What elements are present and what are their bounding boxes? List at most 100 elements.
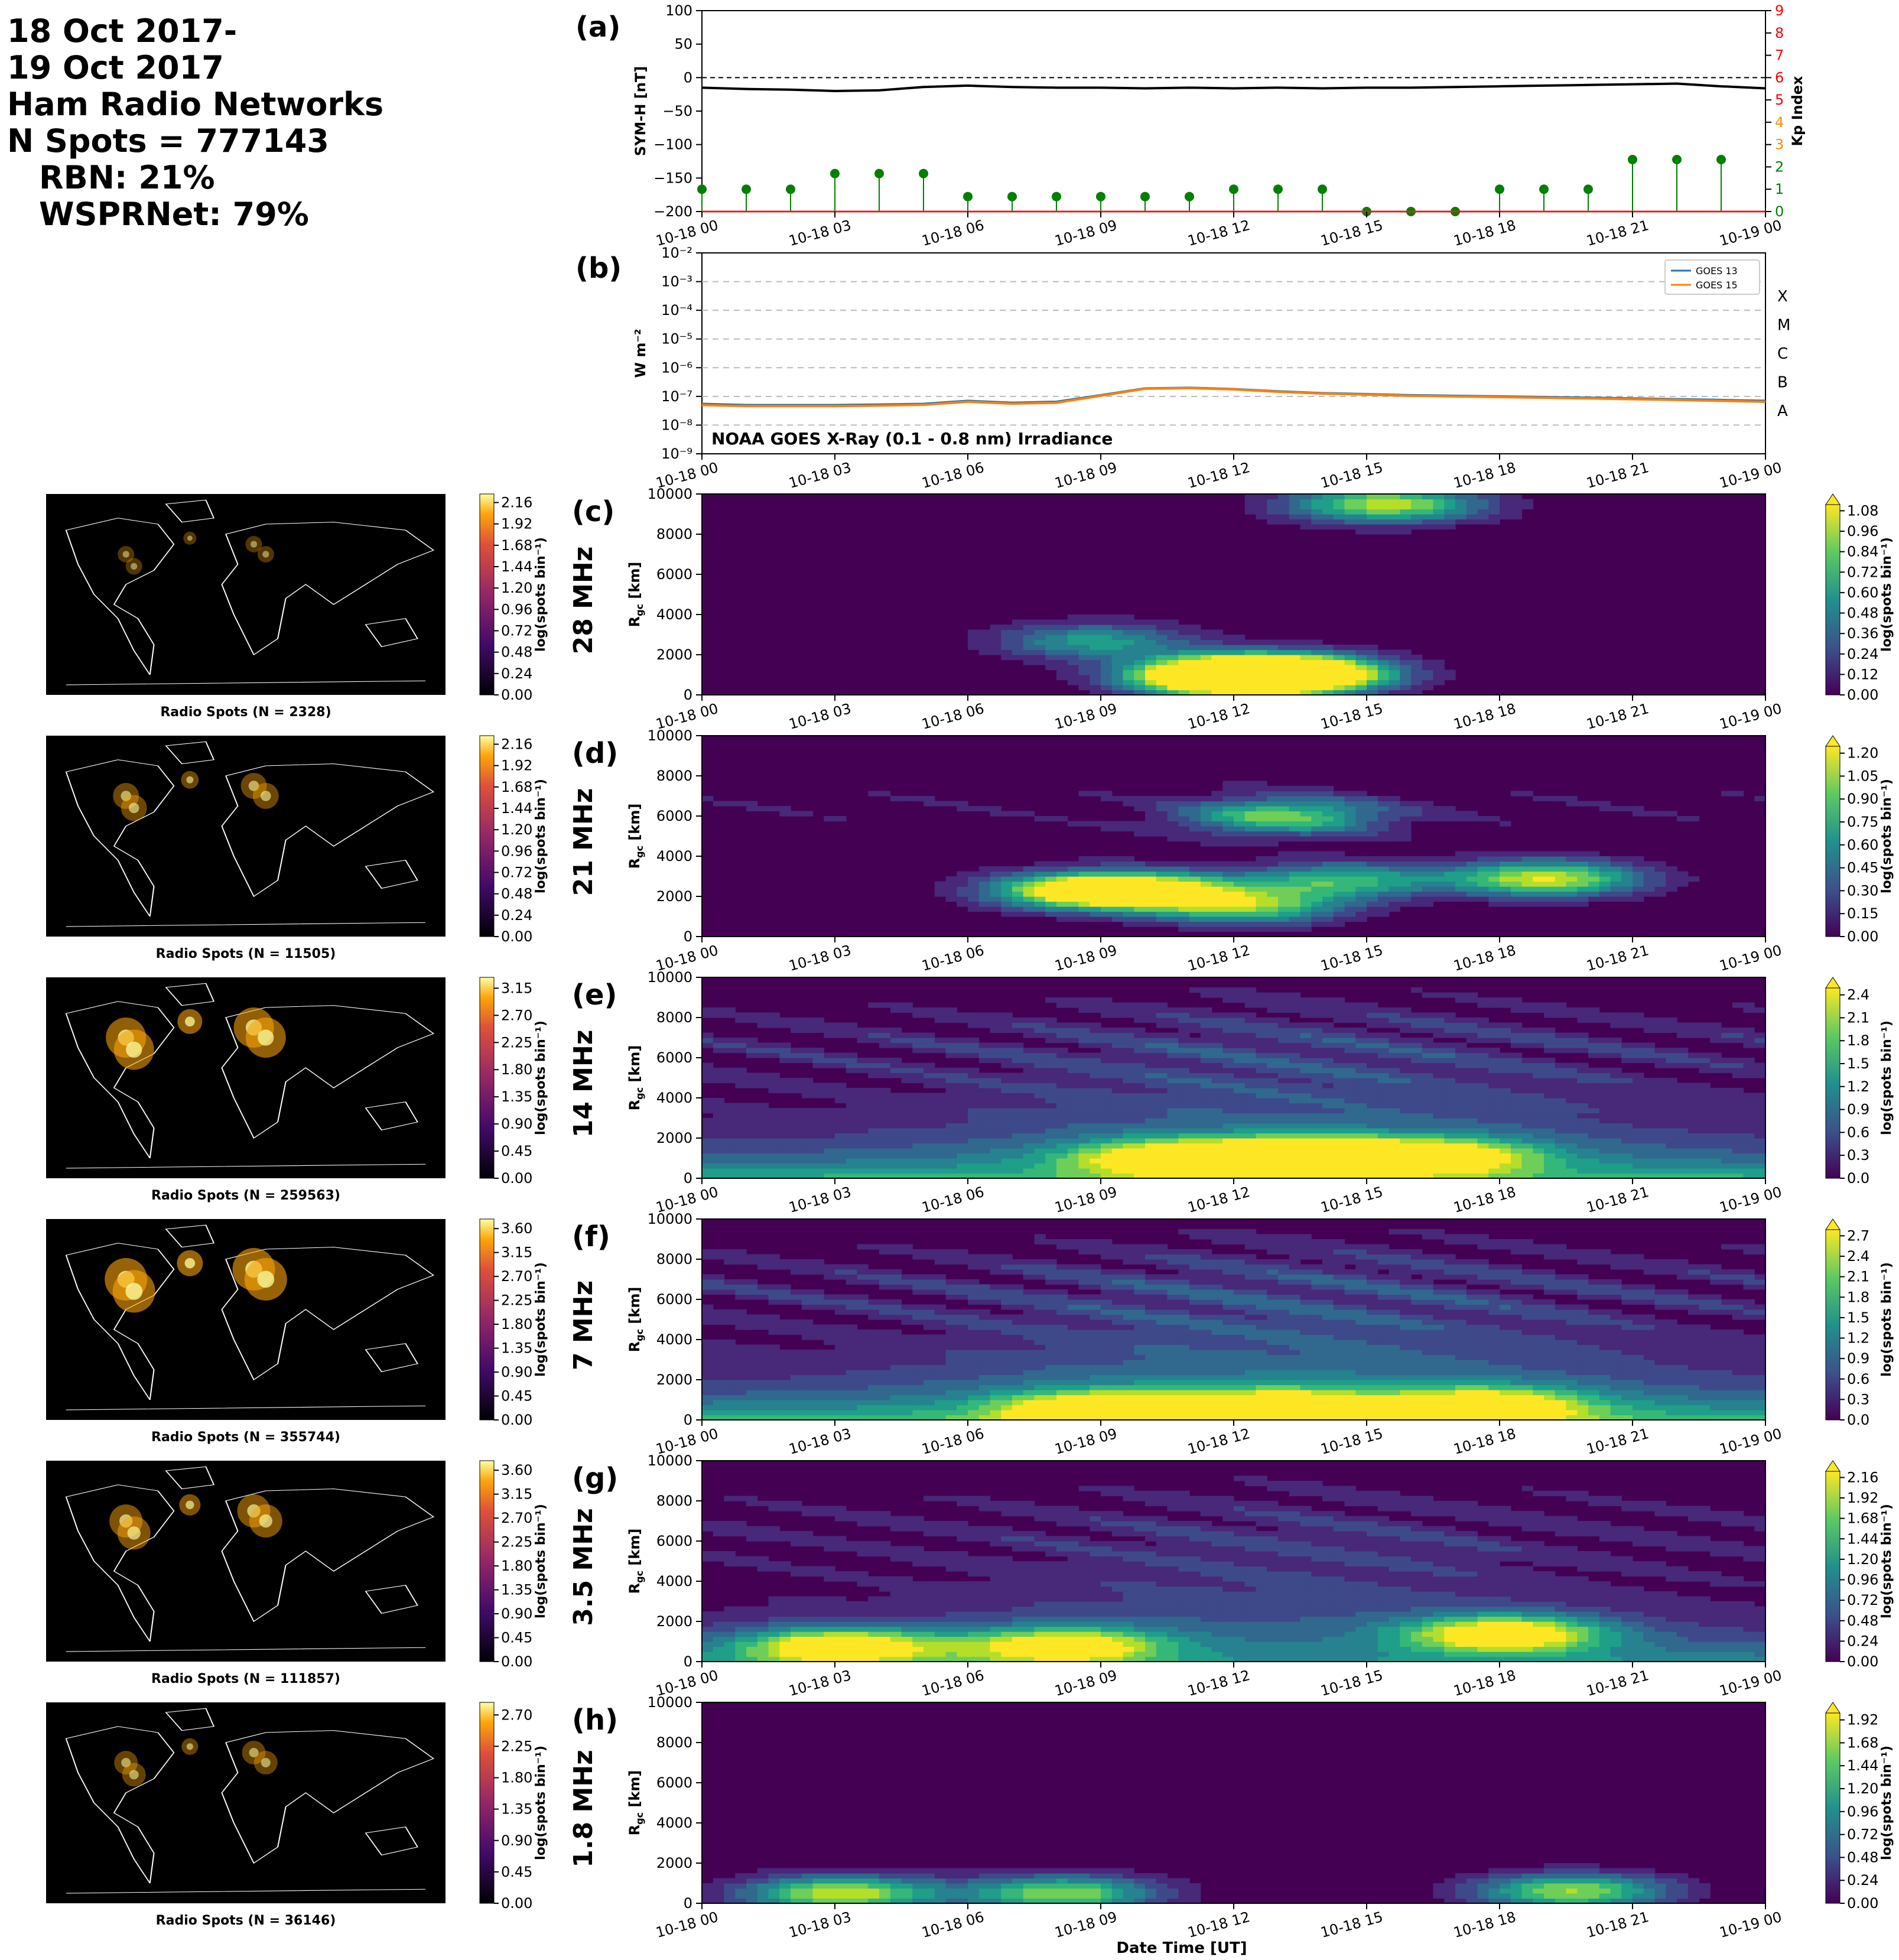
heatmap-cell — [1145, 1078, 1157, 1084]
heatmap-cell — [1643, 1088, 1656, 1094]
heatmap-cell — [1344, 1062, 1356, 1068]
heatmap-cell — [1500, 1168, 1511, 1174]
heatmap-cell — [1355, 1028, 1367, 1033]
heatmap-cell — [978, 1058, 991, 1064]
heatmap-cell — [1588, 856, 1600, 862]
heatmap-cell — [1633, 1113, 1644, 1119]
heatmap-cell — [1056, 866, 1068, 872]
heatmap-cell — [1267, 1128, 1279, 1134]
heatmap-cell — [1111, 665, 1124, 671]
heatmap-cell — [1145, 1058, 1157, 1064]
heatmap-cell — [1555, 1158, 1567, 1164]
heatmap-cell — [1178, 685, 1190, 691]
heatmap-cell — [1521, 866, 1533, 872]
heatmap-cell — [1300, 916, 1312, 922]
heatmap-cell — [1732, 1148, 1744, 1154]
heatmap-cell — [1211, 1078, 1223, 1084]
heatmap-cell — [1267, 690, 1279, 695]
heatmap-cell — [1510, 1163, 1523, 1169]
heatmap-cell — [1123, 1093, 1134, 1098]
heatmap-cell — [957, 1098, 968, 1104]
heatmap-cell — [1599, 1148, 1611, 1154]
heatmap-cell — [1732, 1128, 1744, 1134]
heatmap-cell — [824, 1083, 835, 1088]
heatmap-cell — [1134, 1138, 1146, 1144]
heatmap-cell — [1322, 786, 1334, 792]
heatmap-cell — [1466, 1098, 1478, 1104]
heatmap-cell — [1244, 916, 1257, 922]
heatmap-cell — [1278, 1042, 1290, 1048]
heatmap-cell — [1677, 1148, 1689, 1154]
heatmap-cell — [1367, 801, 1378, 807]
heatmap-cell — [1344, 836, 1356, 842]
heatmap-cell — [1389, 1113, 1400, 1119]
heatmap-cell — [1400, 1078, 1412, 1084]
heatmap-cell — [1200, 639, 1212, 645]
heatmap-cell — [968, 1012, 980, 1018]
heatmap-cell — [1455, 871, 1467, 877]
heatmap-cell — [1178, 649, 1190, 655]
heatmap-cell — [901, 1002, 913, 1008]
heatmap-cell — [1256, 927, 1267, 932]
heatmap-cell — [1045, 871, 1057, 877]
heatmap-cell — [1111, 635, 1124, 641]
heatmap-cell — [1078, 1168, 1090, 1174]
heatmap-cell — [1023, 1103, 1035, 1109]
heatmap-cell — [1521, 1153, 1533, 1159]
heatmap-cell — [1610, 1083, 1622, 1088]
heatmap-cell — [945, 1118, 957, 1124]
heatmap-cell — [990, 1103, 1001, 1109]
heatmap-cell — [968, 1068, 980, 1074]
heatmap-cell — [1488, 816, 1500, 822]
heatmap-cell — [1466, 1022, 1478, 1028]
heatmap-cell — [924, 1072, 935, 1078]
heatmap-cell — [968, 871, 980, 877]
heatmap-cell — [1389, 659, 1400, 665]
heatmap-cell — [1067, 861, 1079, 867]
heatmap-cell — [1090, 665, 1101, 671]
heatmap-cell — [1078, 911, 1090, 917]
heatmap-cell — [1322, 680, 1334, 685]
heatmap-cell — [1111, 1062, 1124, 1068]
heatmap-cell — [1333, 796, 1345, 802]
heatmap-cell — [1278, 1083, 1290, 1088]
heatmap-cell — [1278, 906, 1290, 912]
heatmap-cell — [1577, 1068, 1589, 1074]
heatmap-cell — [1488, 856, 1500, 862]
heatmap-cell — [1322, 1062, 1334, 1068]
heatmap-cell — [1666, 1098, 1677, 1104]
heatmap-cell — [1234, 901, 1246, 907]
heatmap-cell — [1422, 509, 1434, 515]
heatmap-cell — [1167, 921, 1179, 927]
heatmap-cell — [735, 1158, 747, 1164]
heatmap-cell — [1400, 1068, 1412, 1074]
heatmap-cell — [879, 1093, 891, 1098]
heatmap-cell — [1222, 1098, 1234, 1104]
heatmap-cell — [1167, 1123, 1179, 1129]
heatmap-cell — [1322, 669, 1334, 675]
heatmap-cell — [1344, 509, 1356, 515]
heatmap-cell — [924, 1098, 935, 1104]
heatmap-cell — [824, 1118, 835, 1124]
heatmap-cell — [957, 801, 968, 807]
heatmap-cell — [1367, 514, 1378, 520]
heatmap-cell — [978, 1022, 991, 1028]
heatmap-cell — [1256, 871, 1267, 877]
heatmap-cell — [1012, 1078, 1024, 1084]
heatmap-cell — [1012, 876, 1024, 882]
heatmap-cell — [1189, 987, 1201, 993]
heatmap-cell — [978, 1108, 991, 1114]
heatmap-cell — [812, 1113, 824, 1119]
heatmap-cell — [1533, 1153, 1544, 1159]
heatmap-cell — [1377, 665, 1390, 671]
heatmap-cell — [757, 1113, 769, 1119]
heatmap-cell — [1300, 675, 1312, 681]
heatmap-cell — [1289, 1108, 1301, 1114]
heatmap-cell — [1566, 1153, 1578, 1159]
heatmap-cell — [945, 1108, 957, 1114]
heatmap-cell — [1633, 1083, 1644, 1088]
heatmap-cell — [1566, 1133, 1578, 1139]
heatmap-cell — [1610, 806, 1622, 812]
heatmap-cell — [1012, 886, 1024, 892]
